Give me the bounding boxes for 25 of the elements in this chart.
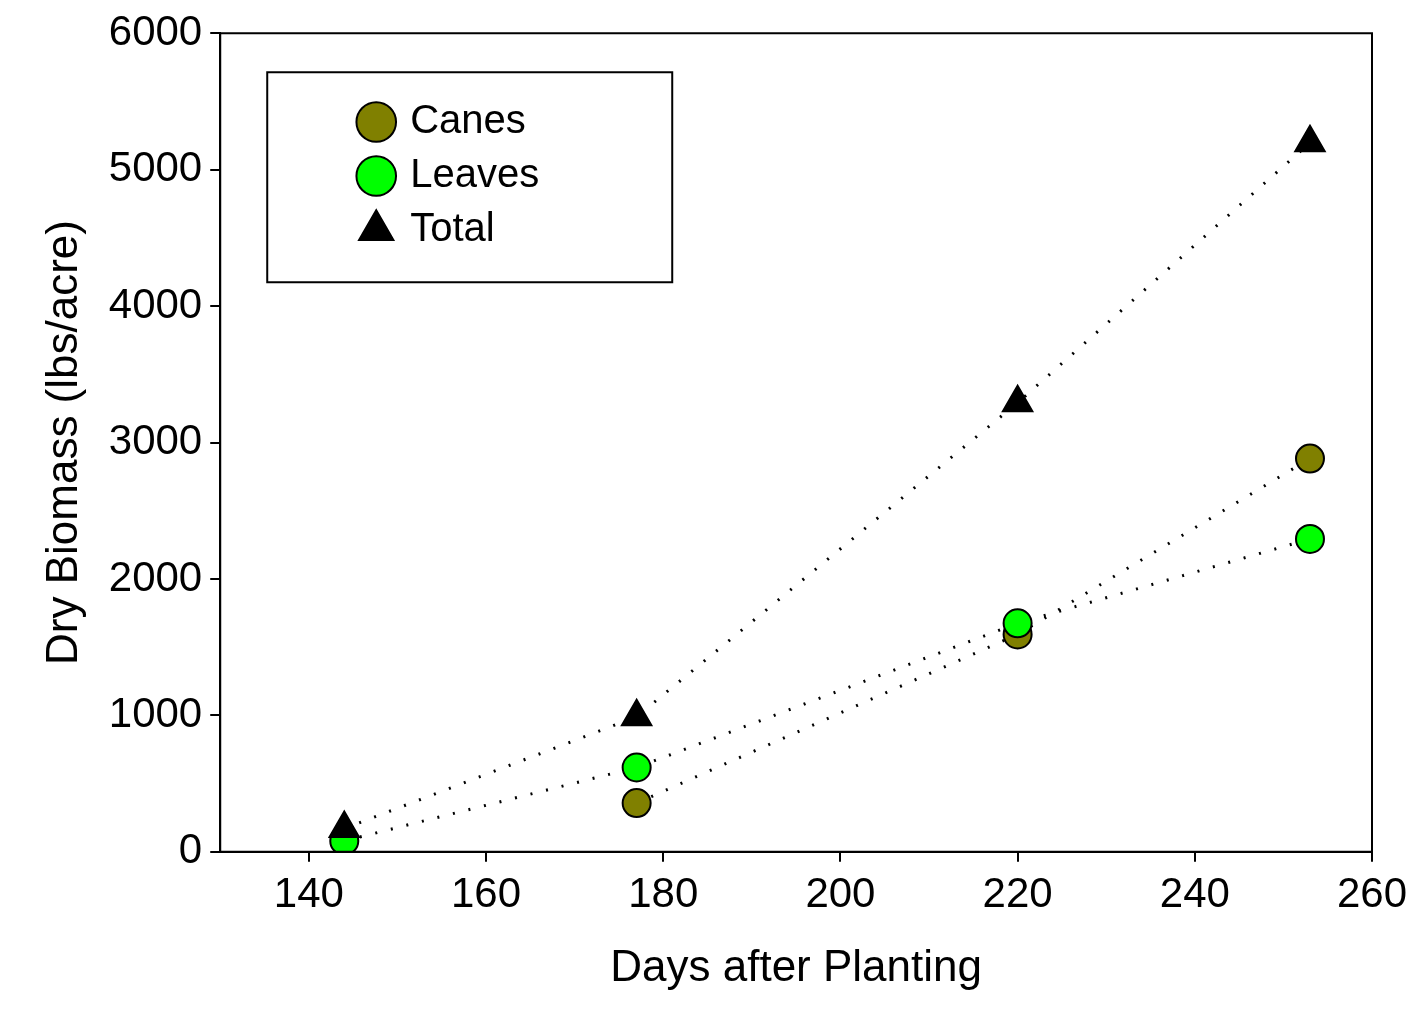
y-tick-label: 1000 [108, 688, 203, 736]
point [1294, 443, 1325, 474]
point [621, 752, 652, 783]
x-tick-label: 140 [273, 868, 344, 916]
x-tick-label: 180 [628, 868, 699, 916]
x-tick-label: 220 [982, 868, 1053, 916]
x-tick-label: 160 [450, 868, 522, 916]
y-tick-label: 2000 [108, 552, 203, 600]
x-axis-title: Days after Planting [610, 940, 982, 990]
y-tick-label: 6000 [108, 6, 203, 54]
y-axis-title: Dry Biomass (lbs/acre) [36, 220, 86, 665]
y-tick-label: 4000 [108, 279, 203, 327]
point [1294, 124, 1326, 153]
point [1002, 608, 1033, 639]
point [1294, 523, 1325, 554]
y-tick-label: 0 [178, 825, 203, 873]
legend-label: Canes [410, 97, 526, 142]
legend-label: Total [410, 205, 495, 250]
x-tick-label: 240 [1159, 868, 1230, 916]
point [621, 788, 652, 819]
y-tick-label: 3000 [108, 416, 203, 464]
x-tick-label: 260 [1336, 868, 1408, 916]
x-tick-label: 200 [805, 868, 876, 916]
y-tick-label: 5000 [108, 143, 203, 191]
legend-label: Leaves [410, 151, 540, 196]
